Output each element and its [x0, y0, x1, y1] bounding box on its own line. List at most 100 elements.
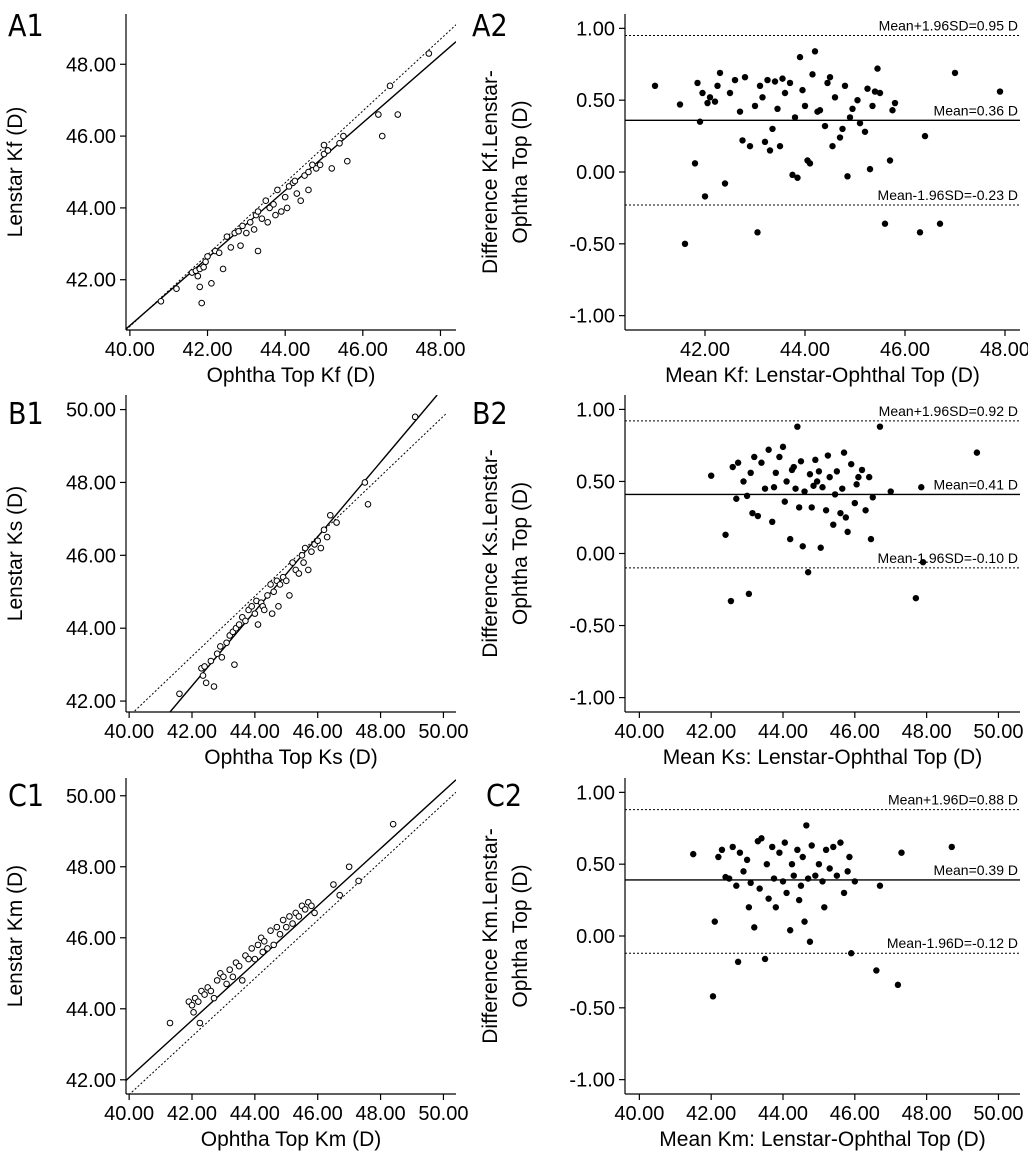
data-point — [260, 606, 268, 614]
data-point — [848, 460, 855, 468]
data-point — [312, 165, 320, 172]
data-point — [301, 172, 308, 179]
data-point — [213, 977, 221, 984]
y-tick-label: 0.50 — [576, 854, 615, 876]
x-axis-label: Ophtha Top Kf (D) — [207, 364, 376, 387]
data-point — [270, 941, 278, 949]
data-point — [731, 76, 739, 84]
data-point — [873, 967, 880, 974]
data-point — [801, 488, 808, 495]
data-point — [951, 69, 959, 77]
data-point — [849, 105, 856, 113]
data-point — [277, 208, 285, 215]
data-point — [227, 244, 235, 251]
data-point — [837, 839, 844, 846]
x-tick-label: 50.00 — [973, 721, 1023, 743]
x-tick-label: 42.00 — [182, 339, 232, 361]
data-point — [881, 220, 889, 227]
panel-label: B1 — [8, 397, 44, 432]
data-point — [733, 495, 740, 502]
data-point — [745, 904, 753, 911]
x-tick-label: 40.00 — [614, 1103, 664, 1125]
data-point — [375, 111, 382, 118]
data-point — [157, 297, 165, 305]
data-point — [286, 913, 293, 920]
x-tick-label: 50.00 — [418, 721, 468, 743]
y-tick-label: -0.50 — [569, 616, 615, 638]
data-point — [749, 509, 756, 517]
data-point — [887, 488, 894, 495]
y-tick-label: 0.00 — [576, 544, 615, 566]
data-point — [258, 215, 266, 222]
data-point — [751, 924, 758, 931]
data-point — [207, 987, 215, 995]
data-point — [786, 79, 794, 87]
data-point — [796, 53, 804, 61]
y-tick-label: 0.50 — [576, 90, 615, 112]
y-tick-label: 1.00 — [576, 399, 615, 421]
data-point — [198, 299, 206, 307]
x-tick-label: 44.00 — [780, 339, 830, 361]
data-point — [293, 190, 301, 197]
panel-a2: A2 42.00 44.00 46.00 48.00 1.00 0.50 0.00 -0.50 -… — [472, 9, 1028, 387]
data-point — [830, 843, 837, 851]
data-point — [276, 581, 284, 588]
data-point — [801, 918, 808, 925]
data-point — [898, 849, 905, 856]
y-axis-label-line: Ophtha Top (D) — [509, 482, 532, 625]
data-point — [216, 643, 224, 650]
data-point — [759, 94, 766, 101]
data-point — [783, 478, 790, 485]
data-point — [248, 603, 256, 610]
data-point — [786, 535, 794, 543]
data-point — [274, 186, 281, 194]
data-point — [826, 473, 833, 481]
data-point — [196, 283, 204, 291]
data-point — [238, 977, 246, 984]
data-point — [799, 86, 806, 94]
data-point — [281, 193, 289, 201]
y-tick-label: 50.00 — [66, 786, 116, 808]
y-tick-label: 1.00 — [576, 782, 615, 804]
data-point — [245, 955, 252, 963]
data-point — [264, 218, 272, 226]
data-point — [764, 76, 771, 84]
y-tick-label: 44.00 — [66, 198, 116, 220]
data-point — [779, 75, 786, 82]
data-point — [754, 512, 762, 520]
data-point — [876, 423, 884, 430]
data-point — [276, 930, 284, 938]
x-tick-label: 44.00 — [230, 1103, 280, 1125]
data-point — [213, 650, 221, 658]
data-point — [797, 882, 805, 889]
data-point — [237, 242, 244, 249]
y-tick-label: 48.00 — [66, 857, 116, 879]
data-point — [864, 85, 871, 92]
data-point — [869, 102, 876, 110]
data-point — [797, 458, 805, 465]
y-axis-label-line: Ophtha Top (D) — [509, 864, 532, 1007]
data-point — [270, 201, 277, 208]
data-point — [386, 82, 394, 90]
data-point — [808, 842, 815, 849]
data-point — [176, 690, 183, 698]
data-point — [861, 128, 869, 135]
x-tick-label: 42.00 — [167, 1103, 217, 1125]
data-point — [651, 82, 659, 90]
data-point — [756, 82, 764, 90]
data-point — [242, 617, 249, 625]
data-point — [301, 906, 309, 913]
y-tick-label: 50.00 — [66, 400, 116, 422]
data-point — [824, 79, 831, 87]
data-point — [948, 843, 955, 851]
x-axis-label: Mean Kf: Lenstar-Ophthal Top (D) — [665, 364, 980, 387]
data-point — [273, 923, 281, 931]
identity-line — [126, 24, 456, 330]
data-point — [298, 552, 306, 559]
data-point — [320, 526, 328, 534]
data-point — [804, 569, 812, 576]
panel-c1: C1 40.00 42.00 44.00 46.00 48.00 50.00 42.00 44.… — [4, 778, 468, 1151]
x-tick-label: 44.00 — [758, 721, 808, 743]
data-point — [201, 991, 208, 998]
data-point — [876, 89, 884, 97]
